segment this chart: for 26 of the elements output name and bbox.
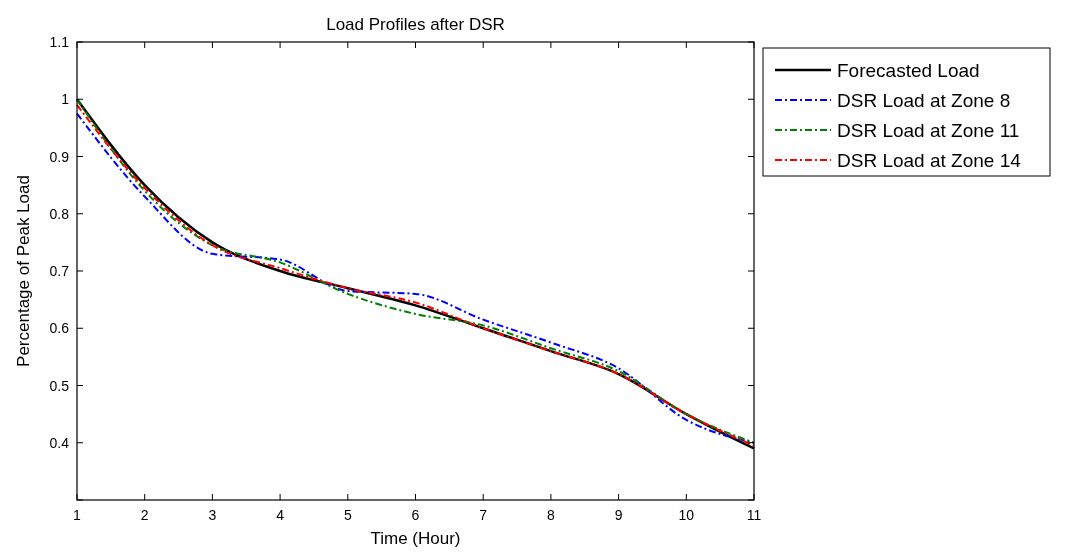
- x-tick-label: 6: [411, 507, 420, 523]
- legend-label: Forecasted Load: [837, 60, 980, 81]
- x-tick-label: 3: [208, 507, 217, 523]
- x-tick-label: 4: [276, 507, 285, 523]
- y-tick-label: 1: [61, 91, 70, 108]
- y-tick-label: 1.1: [49, 34, 70, 50]
- y-tick-label: 0.9: [49, 148, 70, 165]
- y-tick-label: 0.7: [49, 263, 70, 279]
- chart-title: Load Profiles after DSR: [326, 15, 505, 34]
- x-tick-label: 7: [479, 507, 488, 523]
- x-axis-title: Time (Hour): [370, 529, 461, 548]
- x-tick-label: 9: [614, 507, 623, 523]
- x-tick-label: 2: [140, 507, 149, 523]
- y-tick-label: 0.4: [49, 434, 70, 451]
- x-tick-label: 11: [746, 507, 762, 523]
- legend-label: DSR Load at Zone 14: [837, 150, 1022, 171]
- legend-label: DSR Load at Zone 8: [837, 90, 1011, 111]
- legend-label: DSR Load at Zone 11: [837, 120, 1020, 141]
- x-tick-label: 5: [343, 507, 352, 523]
- y-tick-label: 0.6: [49, 320, 70, 337]
- y-tick-label: 0.8: [49, 205, 70, 222]
- y-axis-title: Percentage of Peak Load: [14, 175, 33, 367]
- y-tick-label: 0.5: [49, 377, 70, 394]
- x-tick-label: 10: [678, 507, 695, 523]
- x-tick-label: 8: [547, 507, 555, 523]
- x-tick-label: 1: [73, 507, 82, 523]
